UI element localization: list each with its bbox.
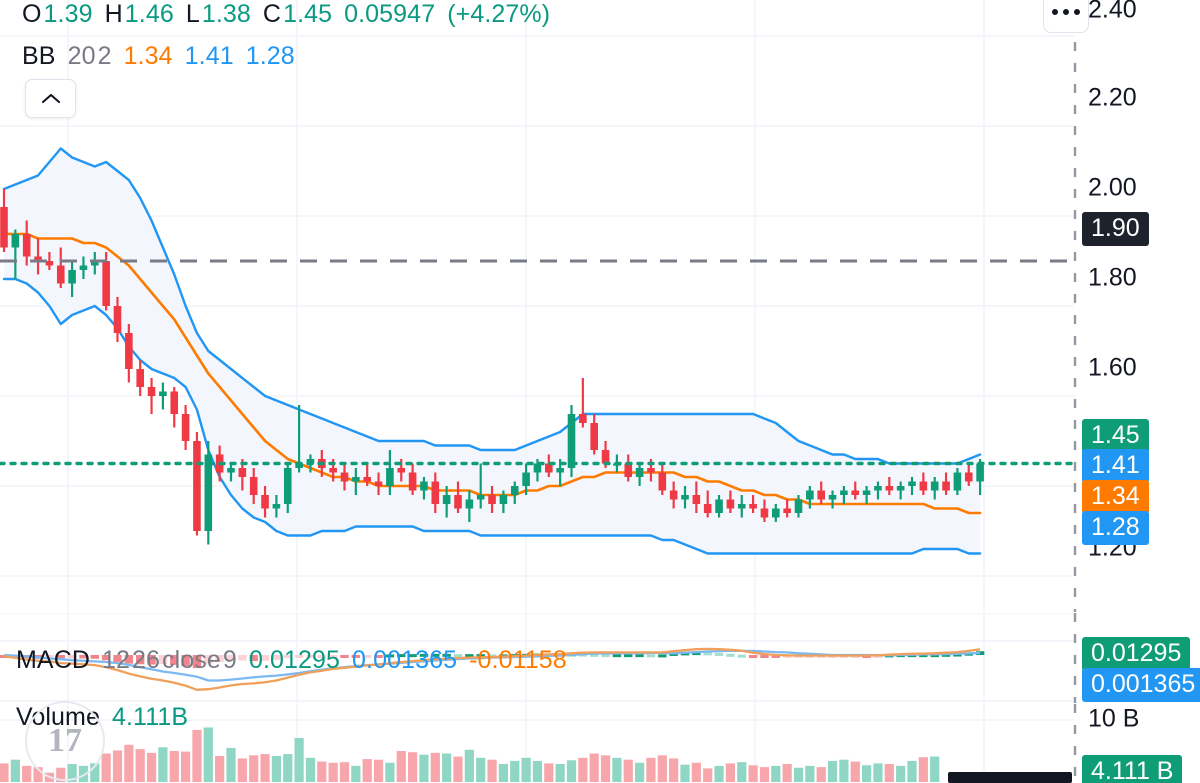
macd-legend[interactable]: MACD 1226close9 0.01295 0.001365 -0.01158 — [16, 648, 569, 673]
volume-value-badge[interactable]: 4.111 B — [1082, 755, 1183, 783]
ellipsis-dot-2 — [1063, 9, 1069, 15]
ohlc-close-value: 1.45 — [283, 0, 333, 28]
price-change-absolute: 0.05947 — [344, 0, 436, 28]
bb-lower-value: 1.28 — [245, 42, 295, 70]
volume-legend[interactable]: Volume 4.111B — [16, 705, 190, 730]
macd-histogram-badge[interactable]: 0.01295 — [1082, 637, 1191, 671]
price-pane[interactable] — [0, 0, 1200, 612]
bb-upper-value: 1.41 — [184, 42, 234, 70]
macd-signal-value: 0.001365 — [352, 646, 458, 674]
ohlc-open-label: O — [22, 0, 42, 28]
macd-axis[interactable]: 0.01295 0.001365 — [1074, 613, 1200, 703]
macd-param-source: close — [162, 646, 221, 674]
macd-param-signal: 9 — [222, 646, 237, 674]
macd-signal-badge[interactable]: 0.001365 — [1082, 668, 1200, 702]
ohlc-high-label: H — [104, 0, 123, 28]
price-axis-tick-180: 1.80 — [1088, 263, 1137, 292]
bb-basis-value: 1.34 — [123, 42, 173, 70]
macd-name: MACD — [16, 646, 91, 674]
macd-param-fast: 12 — [102, 646, 131, 674]
collapse-pane-button[interactable] — [25, 79, 76, 118]
bollinger-bands-legend[interactable]: BB 202 1.34 1.41 1.28 — [22, 44, 297, 69]
chevron-up-icon — [41, 93, 60, 103]
ohlc-high-value: 1.46 — [124, 0, 174, 28]
price-axis-tick-220: 2.20 — [1088, 83, 1137, 112]
macd-param-slow: 26 — [132, 646, 161, 674]
price-axis-tick-240: 2.40 — [1088, 0, 1137, 24]
macd-pane[interactable] — [0, 613, 1200, 703]
prev-close-price-badge[interactable]: 1.90 — [1082, 212, 1149, 246]
macd-chart-canvas[interactable] — [0, 613, 1200, 703]
last-price-badge[interactable]: 1.45 — [1082, 419, 1149, 453]
macd-histogram-value: 0.01295 — [248, 646, 341, 674]
volume-value: 4.111B — [112, 703, 189, 731]
ellipsis-dot-3 — [1074, 9, 1080, 15]
price-chart-canvas[interactable] — [0, 0, 1200, 612]
volume-name: Volume — [16, 703, 100, 731]
bb-basis-price-badge[interactable]: 1.34 — [1082, 480, 1149, 514]
time-scrollbar[interactable] — [948, 772, 1072, 783]
bb-lower-price-badge[interactable]: 1.28 — [1082, 511, 1149, 545]
more-options-button[interactable] — [1043, 0, 1089, 33]
price-axis[interactable]: 2.40 2.20 2.00 1.80 1.60 1.20 1.90 1.45 … — [1074, 0, 1200, 612]
bb-upper-price-badge[interactable]: 1.41 — [1082, 449, 1149, 483]
bb-param-stddev: 2 — [97, 42, 112, 70]
macd-line-value: -0.01158 — [469, 646, 567, 674]
ohlc-open-value: 1.39 — [43, 0, 93, 28]
price-axis-tick-160: 1.60 — [1088, 353, 1137, 382]
bb-name: BB — [22, 42, 56, 70]
ohlc-low-value: 1.38 — [201, 0, 251, 28]
ohlc-low-label: L — [185, 0, 200, 28]
ohlc-close-label: C — [262, 0, 282, 28]
ellipsis-dot-1 — [1052, 9, 1058, 15]
volume-axis-tick-10b: 10 B — [1088, 704, 1140, 733]
volume-axis[interactable]: 10 B 4.111 B — [1074, 704, 1200, 783]
ohlc-legend: O1.39 H1.46 L1.38 C1.45 0.05947 (+4.27%) — [22, 2, 552, 27]
price-change-percent: (+4.27%) — [447, 0, 551, 28]
price-axis-tick-200: 2.00 — [1088, 173, 1137, 202]
bb-param-length: 20 — [67, 42, 96, 70]
